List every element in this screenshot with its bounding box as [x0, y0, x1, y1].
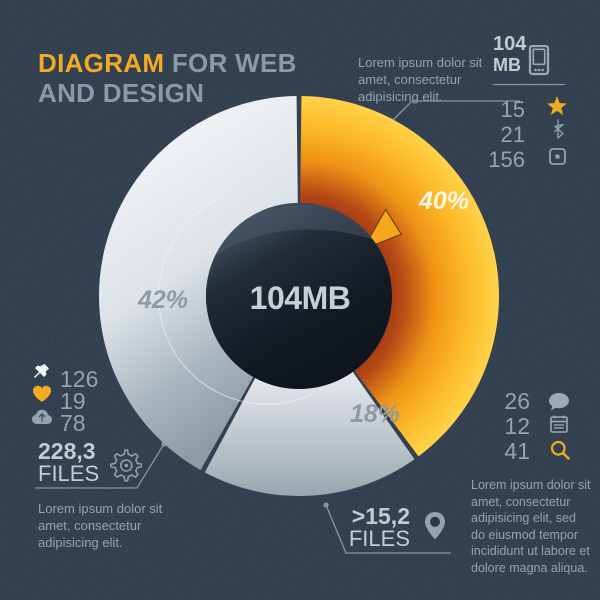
- svg-text:104MB: 104MB: [250, 280, 351, 316]
- svg-text:18%: 18%: [350, 400, 400, 428]
- svg-text:42%: 42%: [137, 286, 188, 314]
- svg-text:40%: 40%: [418, 187, 469, 215]
